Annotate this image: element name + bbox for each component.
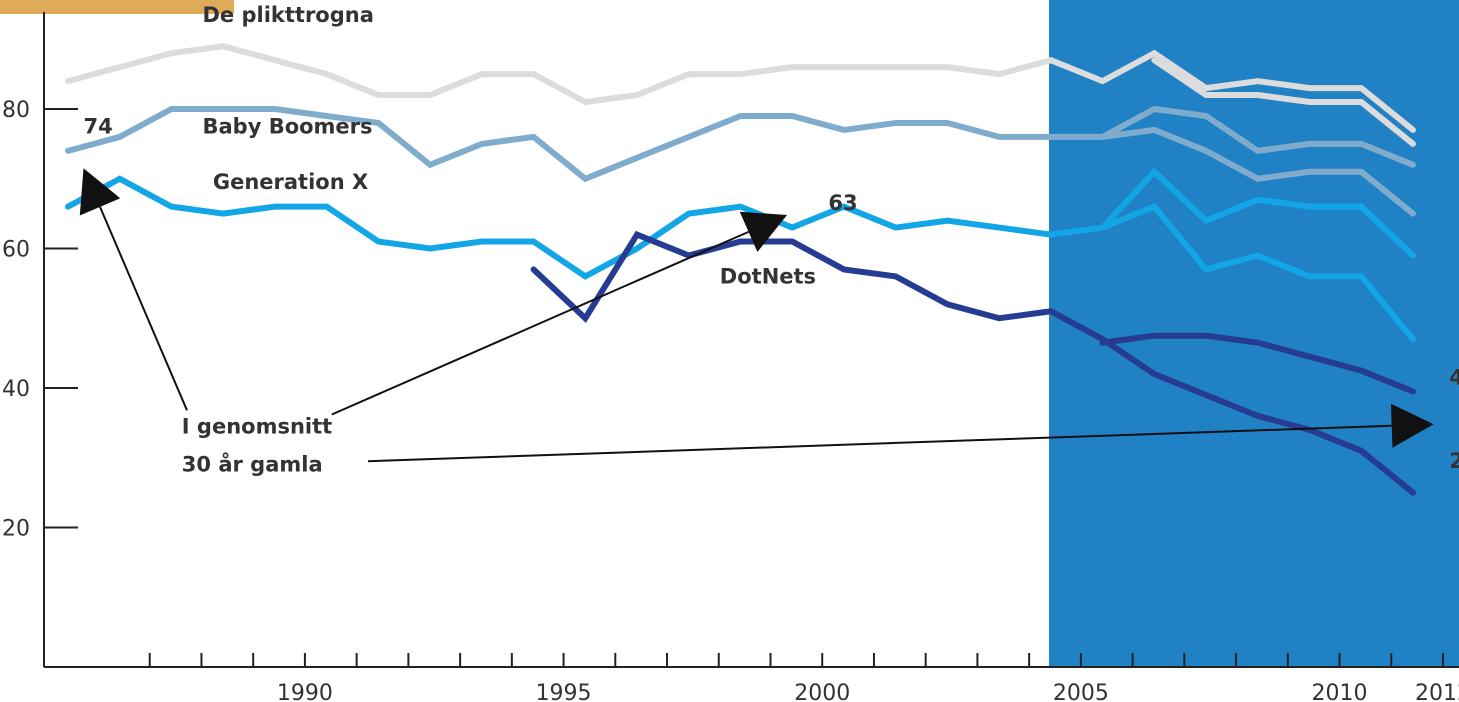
arrow-head (739, 211, 788, 253)
arrows (79, 168, 1434, 463)
series-line-5 (1099, 203, 1416, 343)
series-line-4 (65, 167, 1416, 280)
x-tick-label: 2010 (1312, 681, 1368, 702)
y-axis: 20 40 60 80 (2, 12, 78, 667)
series-label: DotNets (720, 264, 816, 288)
arrow-line (367, 424, 1392, 463)
arrow-head (1390, 403, 1434, 448)
arrow-line (99, 206, 188, 411)
x-tick-label: 2005 (1053, 681, 1109, 702)
arrow-line (331, 230, 749, 416)
series-line-3 (1099, 126, 1416, 217)
annotation-label: 63 (828, 191, 857, 215)
y-tick-label: 20 (2, 517, 30, 542)
annotation-label: 30 år gamla (182, 452, 323, 477)
y-tick-label: 60 (2, 238, 30, 263)
x-axis: 1990 1995 2000 2005 2010 2012 (44, 653, 1459, 702)
x-tick-label: 2012 (1415, 681, 1459, 702)
series-line-1 (1151, 57, 1416, 147)
series-line-2 (65, 105, 1416, 183)
series-line-6 (530, 230, 1416, 496)
arrow-head (79, 168, 121, 216)
top-tab (0, 0, 234, 14)
series-line-0 (65, 43, 1416, 133)
annotations: 74 63 40 25 I genomsnitt 30 år gamla (84, 114, 1459, 476)
series-lines (65, 43, 1416, 496)
annotation-label: 40 (1449, 366, 1459, 390)
y-tick-label: 80 (2, 98, 30, 123)
series-line-7 (1099, 332, 1416, 395)
series-labels: De plikttrogna Baby Boomers Generation X Do… (202, 3, 816, 289)
annotation-label: I genomsnitt (182, 414, 332, 438)
series-label: Baby Boomers (202, 114, 372, 138)
series-label: De plikttrogna (202, 3, 373, 27)
annotation-label: 25 (1449, 449, 1459, 473)
x-tick-label: 1990 (277, 681, 333, 702)
y-tick-label: 40 (2, 377, 30, 402)
series-label: Generation X (213, 170, 368, 194)
x-tick-label: 2000 (794, 681, 850, 702)
x-tick-label: 1995 (536, 681, 592, 702)
annotation-label: 74 (84, 114, 113, 138)
highlight-region (1049, 0, 1459, 667)
